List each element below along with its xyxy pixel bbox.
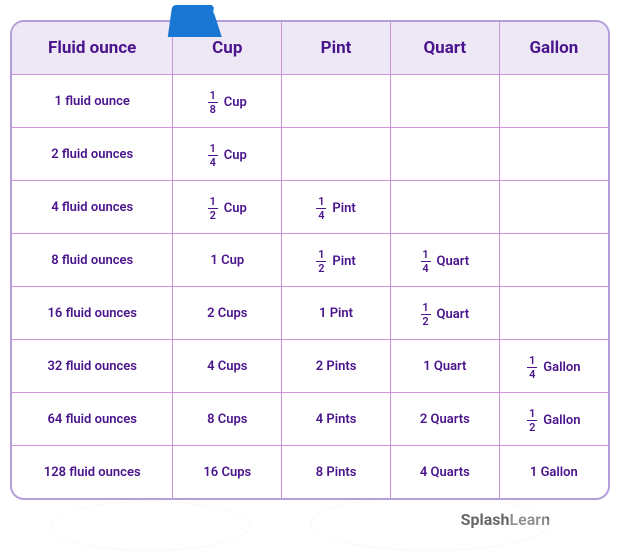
- cell-pint: 12Pint: [282, 234, 391, 287]
- table-row: 1 fluid ounce18Cup: [12, 75, 608, 128]
- cell-quart: 1 Quart: [390, 340, 499, 393]
- table-row: 16 fluid ounces2 Cups1 Pint12Quart: [12, 287, 608, 340]
- cell-gallon: 1 Gallon: [499, 446, 608, 499]
- cell-pint: 2 Pints: [282, 340, 391, 393]
- cell-quart: [390, 128, 499, 181]
- cell-cup: 12Cup: [173, 181, 282, 234]
- table-row: 2 fluid ounces14Cup: [12, 128, 608, 181]
- cell-cup: 4 Cups: [173, 340, 282, 393]
- cloud-decoration: [310, 496, 550, 551]
- cell-oz: 32 fluid ounces: [12, 340, 173, 393]
- cell-pint: 1 Pint: [282, 287, 391, 340]
- table-row: 8 fluid ounces1 Cup12Pint14Quart: [12, 234, 608, 287]
- cell-pint: [282, 75, 391, 128]
- folder-tab-decoration: [168, 5, 214, 37]
- cell-quart: 14Quart: [390, 234, 499, 287]
- cell-cup: 14Cup: [173, 128, 282, 181]
- cell-pint: [282, 128, 391, 181]
- cell-cup: 16 Cups: [173, 446, 282, 499]
- cell-quart: [390, 75, 499, 128]
- cell-gallon: 12Gallon: [499, 393, 608, 446]
- cell-quart: 2 Quarts: [390, 393, 499, 446]
- table-row: 64 fluid ounces8 Cups4 Pints2 Quarts12Ga…: [12, 393, 608, 446]
- cell-cup: 18Cup: [173, 75, 282, 128]
- header-pint: Pint: [282, 22, 391, 75]
- cell-quart: 12Quart: [390, 287, 499, 340]
- cell-oz: 64 fluid ounces: [12, 393, 173, 446]
- cell-pint: 4 Pints: [282, 393, 391, 446]
- cell-quart: [390, 181, 499, 234]
- header-gallon: Gallon: [499, 22, 608, 75]
- cell-pint: 8 Pints: [282, 446, 391, 499]
- table-row: 32 fluid ounces4 Cups2 Pints1 Quart14Gal…: [12, 340, 608, 393]
- table-header-row: Fluid ounce Cup Pint Quart Gallon: [12, 22, 608, 75]
- header-quart: Quart: [390, 22, 499, 75]
- cell-gallon: [499, 75, 608, 128]
- cell-gallon: [499, 234, 608, 287]
- cell-oz: 8 fluid ounces: [12, 234, 173, 287]
- cell-gallon: [499, 287, 608, 340]
- cell-oz: 4 fluid ounces: [12, 181, 173, 234]
- cell-cup: 2 Cups: [173, 287, 282, 340]
- cloud-decoration: [50, 501, 250, 551]
- cell-gallon: 14Gallon: [499, 340, 608, 393]
- conversion-table-container: Fluid ounce Cup Pint Quart Gallon 1 flui…: [10, 20, 610, 500]
- cell-gallon: [499, 128, 608, 181]
- table-row: 128 fluid ounces16 Cups8 Pints4 Quarts1 …: [12, 446, 608, 499]
- cell-oz: 1 fluid ounce: [12, 75, 173, 128]
- cell-gallon: [499, 181, 608, 234]
- cell-pint: 14Pint: [282, 181, 391, 234]
- cell-cup: 1 Cup: [173, 234, 282, 287]
- header-fluid-ounce: Fluid ounce: [12, 22, 173, 75]
- conversion-table: Fluid ounce Cup Pint Quart Gallon 1 flui…: [12, 22, 608, 498]
- cell-oz: 2 fluid ounces: [12, 128, 173, 181]
- cell-oz: 16 fluid ounces: [12, 287, 173, 340]
- cell-oz: 128 fluid ounces: [12, 446, 173, 499]
- table-row: 4 fluid ounces12Cup14Pint: [12, 181, 608, 234]
- cell-quart: 4 Quarts: [390, 446, 499, 499]
- cell-cup: 8 Cups: [173, 393, 282, 446]
